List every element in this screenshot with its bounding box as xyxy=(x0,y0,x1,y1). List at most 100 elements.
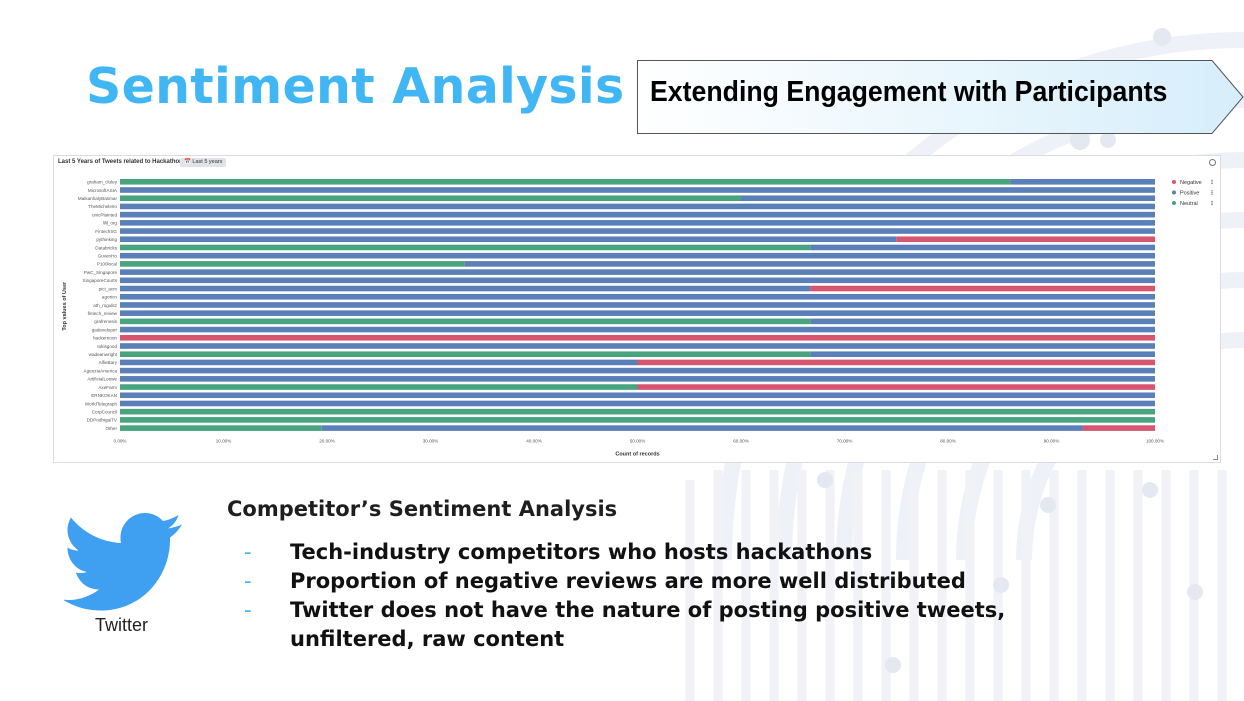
bar-segment-positive[interactable] xyxy=(120,392,1155,399)
bar-segment-neutral[interactable] xyxy=(120,195,741,202)
y-tick-label: pythinking xyxy=(96,237,117,242)
bar-segment-positive[interactable] xyxy=(120,293,1155,300)
bar-segment-positive[interactable] xyxy=(120,277,1155,284)
bullet-item: - Tech-industry competitors who hosts hac… xyxy=(244,538,1114,567)
slide-subtitle: Extending Engagement with Participants xyxy=(650,76,1168,108)
bar-segment-positive[interactable] xyxy=(810,351,1155,358)
bar-segment-neutral[interactable] xyxy=(120,351,811,358)
bar-segment-positive[interactable] xyxy=(120,359,638,366)
bar-segment-positive[interactable] xyxy=(810,244,1155,251)
bar-segment-positive[interactable] xyxy=(120,326,1155,333)
y-tick-label: unicPlainted xyxy=(92,212,117,217)
x-tick-label: 60.00% xyxy=(733,439,749,444)
legend-menu-icon[interactable] xyxy=(1211,179,1213,181)
bar-segment-positive[interactable] xyxy=(120,228,1155,234)
bullet-dash: - xyxy=(244,598,252,622)
bar-segment-positive[interactable] xyxy=(120,220,1155,226)
bullet-text: Proportion of negative reviews are more … xyxy=(290,569,966,593)
bar-segment-positive[interactable] xyxy=(120,252,1155,259)
legend-swatch xyxy=(1172,190,1176,195)
legend-menu-icon[interactable] xyxy=(1211,193,1213,195)
bullet-item: - Proportion of negative reviews are more… xyxy=(244,567,1114,596)
y-tick-label: ath_rogulitz xyxy=(93,303,117,308)
legend-menu-icon[interactable] xyxy=(1211,181,1213,183)
bar-segment-neutral[interactable] xyxy=(120,417,1155,423)
legend-menu-icon[interactable] xyxy=(1211,200,1213,202)
bar-segment-positive[interactable] xyxy=(120,310,1155,316)
legend-label[interactable]: Positive xyxy=(1180,191,1199,197)
bar-segment-negative[interactable] xyxy=(810,285,1155,292)
bar-segment-negative[interactable] xyxy=(120,334,1155,341)
bar-segment-positive[interactable] xyxy=(741,195,1155,202)
y-tick-label: ArtificialLoewe xyxy=(87,377,117,382)
bar-segment-neutral[interactable] xyxy=(120,244,811,251)
bar-segment-negative[interactable] xyxy=(1082,425,1155,431)
y-tick-label: pict_acm xyxy=(99,286,118,291)
bar-segment-positive[interactable] xyxy=(120,400,1155,407)
bullet-text: Twitter does not have the nature of post… xyxy=(290,598,1006,651)
x-tick-label: 90.00% xyxy=(1044,439,1060,444)
y-tick-label: PwC_Singapore xyxy=(84,270,118,275)
bar-segment-neutral[interactable] xyxy=(120,318,811,325)
legend-label[interactable]: Negative xyxy=(1180,180,1202,186)
y-tick-label: SingaporeCourts xyxy=(83,278,118,283)
x-tick-label: 40.00% xyxy=(526,439,542,444)
bar-segment-positive[interactable] xyxy=(120,376,1155,382)
x-tick-label: 80.00% xyxy=(940,439,956,444)
bar-segment-negative[interactable] xyxy=(896,236,1155,243)
bar-segment-neutral[interactable] xyxy=(120,261,465,267)
bar-segment-neutral[interactable] xyxy=(120,384,638,390)
resize-handle-icon[interactable] xyxy=(1213,455,1218,460)
legend-menu-icon[interactable] xyxy=(1211,183,1213,185)
x-tick-label: 10.00% xyxy=(216,439,232,444)
bar-segment-positive[interactable] xyxy=(464,261,1155,267)
y-tick-label: hackernoon xyxy=(93,336,117,341)
bar-segment-positive[interactable] xyxy=(120,302,1155,308)
bar-segment-positive[interactable] xyxy=(120,236,897,243)
legend-menu-icon[interactable] xyxy=(1211,191,1213,194)
section-heading: Competitor’s Sentiment Analysis xyxy=(227,497,618,521)
gear-icon[interactable] xyxy=(1209,159,1216,166)
y-tick-label: TheMicheleiro xyxy=(88,204,117,209)
bar-segment-positive[interactable] xyxy=(120,343,1155,349)
time-range-badge[interactable]: 📅 Last 5 years xyxy=(180,158,227,167)
y-tick-label: grafrenesis xyxy=(94,319,117,324)
legend-menu-icon[interactable] xyxy=(1211,190,1213,192)
legend-menu-icon[interactable] xyxy=(1211,204,1213,206)
bar-segment-negative[interactable] xyxy=(637,359,1156,366)
bar-segment-positive[interactable] xyxy=(120,187,1155,193)
x-tick-label: 0.00% xyxy=(113,439,126,444)
y-tick-label: MaikanhalyBasmar xyxy=(78,196,118,201)
legend-swatch xyxy=(1172,201,1176,205)
bar-segment-positive[interactable] xyxy=(120,211,1155,218)
x-tick-label: 20.00% xyxy=(319,439,335,444)
y-tick-label: agoricn xyxy=(102,295,118,300)
y-tick-label: P100local xyxy=(97,262,117,267)
x-tick-label: 50.00% xyxy=(630,439,646,444)
legend-menu-icon[interactable] xyxy=(1211,202,1213,204)
bar-segment-positive[interactable] xyxy=(120,269,1155,275)
bar-segment-positive[interactable] xyxy=(321,425,1083,431)
bar-segment-positive[interactable] xyxy=(810,318,1155,325)
y-tick-label: GuvenHo xyxy=(98,253,118,258)
y-tick-label: Databricks xyxy=(95,245,117,250)
bar-segment-positive[interactable] xyxy=(120,203,1155,210)
y-tick-label: wadeanwright xyxy=(89,352,118,357)
bar-segment-positive[interactable] xyxy=(1010,179,1155,185)
bullet-text: Tech-industry competitors who hosts hack… xyxy=(290,540,873,564)
bar-segment-neutral[interactable] xyxy=(120,179,1011,185)
y-tick-label: lilil_org xyxy=(103,221,118,226)
x-axis-title: Count of records xyxy=(615,452,659,458)
y-tick-label: AgenziaAmerica xyxy=(84,368,118,373)
bar-segment-neutral[interactable] xyxy=(120,408,1155,415)
bar-segment-positive[interactable] xyxy=(120,285,811,292)
y-axis-title: Top values of User xyxy=(62,281,68,331)
y-tick-label: graham_cluley xyxy=(87,180,118,185)
panel-title: Last 5 Years of Tweets related to Hackat… xyxy=(58,159,183,165)
y-tick-label: ERNKOKAN xyxy=(91,393,117,398)
bar-segment-neutral[interactable] xyxy=(120,425,322,431)
y-tick-label: gadeveloper xyxy=(92,327,118,332)
bar-segment-positive[interactable] xyxy=(120,367,1155,374)
bar-segment-negative[interactable] xyxy=(637,384,1156,390)
legend-label[interactable]: Neutral xyxy=(1180,201,1198,207)
